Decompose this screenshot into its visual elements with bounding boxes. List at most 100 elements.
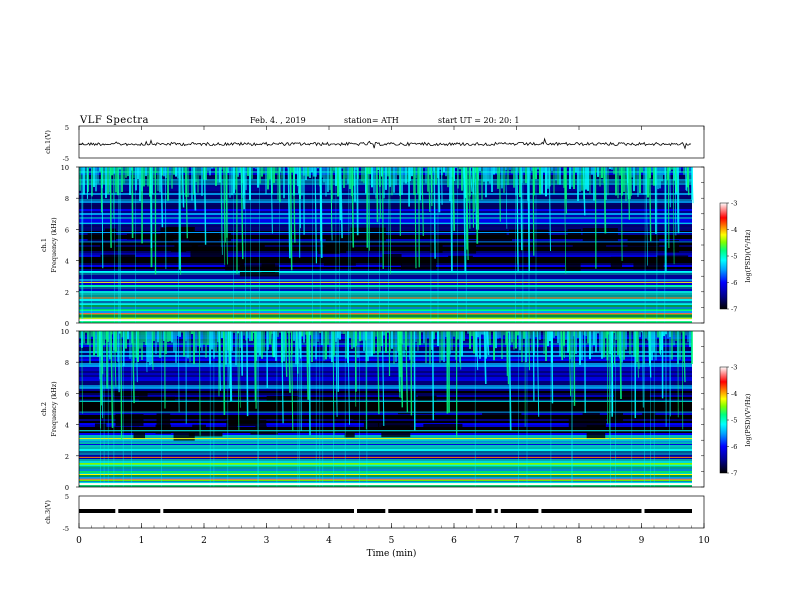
ch1-spec-haze <box>551 167 553 171</box>
ch1-spec-haze <box>99 167 101 172</box>
ch1-spec-sferic <box>685 166 688 192</box>
ch1-spec-sferic <box>649 166 652 242</box>
ch2-spec-haze <box>577 331 579 339</box>
ch2-spec-band <box>79 369 692 371</box>
ch2-spec-haze <box>217 331 219 343</box>
ch1-spec-haze <box>87 167 89 192</box>
ch2-spec-void <box>319 398 338 412</box>
ch2-spec-sferic <box>613 330 616 365</box>
ch2-spec-band <box>79 403 692 405</box>
ch2-spec-haze <box>451 331 453 351</box>
ch1-spec-haze <box>371 167 373 188</box>
ch2-spec-haze <box>623 331 625 360</box>
ch2-spec-haze <box>461 331 463 357</box>
ch2-spec-haze <box>493 331 495 361</box>
ch2-spec-haze <box>485 331 487 359</box>
ch1-spec-haze <box>471 167 473 168</box>
ch1-spec-haze <box>647 167 649 198</box>
ch1-spec-sferic <box>223 166 226 243</box>
ch2-spec-haze <box>179 331 181 337</box>
ch2-spec-haze <box>477 331 479 338</box>
ch2-spec-haze <box>635 331 637 365</box>
ch1-spec-haze <box>159 167 161 193</box>
ch2-spec-void <box>423 423 463 432</box>
ch2-spec-sferic <box>376 330 380 415</box>
ch1-spec-haze <box>317 167 319 169</box>
ch1-spec-haze <box>397 167 399 176</box>
ch1-spec-haze <box>181 167 183 196</box>
ch1-spec-haze <box>671 167 673 170</box>
ch2-spec-haze <box>595 331 597 353</box>
date-label: Feb. 4. , 2019 <box>250 116 306 125</box>
ch2-spec-haze <box>579 331 581 365</box>
ch2-spec-sferic <box>335 330 338 417</box>
ch2-spec-haze <box>149 331 151 366</box>
ch1-spec-void <box>160 227 194 241</box>
ch1-spec-ytick-label: 6 <box>65 226 69 234</box>
ch2-spec-sferic <box>135 330 138 383</box>
ch1-colorbar-tick-label: -7 <box>731 306 737 314</box>
ch1-spec-sferic <box>389 166 392 274</box>
ch1-spec-void <box>87 233 112 241</box>
ch1-spec-band <box>79 189 692 191</box>
ch1-spec-haze <box>487 167 489 182</box>
ch1-spec-haze <box>557 167 559 185</box>
ch1-spec-haze <box>493 167 495 175</box>
ch2-spec-haze <box>341 331 343 334</box>
ch2-spec-haze <box>513 331 515 350</box>
ch2-spec-band <box>79 389 692 391</box>
ch1-spec-haze <box>227 167 229 173</box>
ch1-spec-band <box>79 279 692 281</box>
ch2-spec-haze <box>277 331 279 337</box>
ch1-spec-haze <box>209 167 211 176</box>
ch1-spec-haze <box>519 167 521 197</box>
ch1-spec-band <box>79 243 692 245</box>
ch1-spec-sferic <box>160 166 164 228</box>
ch1-spec-haze <box>187 167 189 198</box>
ch1-spec-haze <box>313 167 315 177</box>
ch2-spec-haze <box>403 331 405 357</box>
ch2-spec-haze <box>625 331 627 350</box>
xtick-label: 9 <box>639 536 645 546</box>
ch1-spec-haze <box>623 167 625 192</box>
ch1-spec-haze <box>475 167 477 173</box>
ch1-spec-band <box>79 283 692 285</box>
ch2-spec-haze <box>383 331 385 336</box>
ch2-spec-sferic <box>400 330 404 408</box>
ch2-spec-haze <box>529 331 531 339</box>
ch1-spec-haze <box>273 167 275 183</box>
ch1-spec-void <box>475 230 507 238</box>
ch1-spec-sferic <box>603 166 607 234</box>
ch2-spec-haze <box>463 331 465 341</box>
ch1-spec-haze <box>689 167 691 183</box>
ch2-spec-haze <box>301 331 303 337</box>
ch1-spec-haze <box>611 167 613 170</box>
ch1-spec-haze <box>145 167 147 177</box>
ch1-spec-void <box>633 260 664 270</box>
ch2-spec-band <box>79 455 692 457</box>
ch1-spec-ytick-label: 8 <box>65 195 69 203</box>
ch1-spec-void <box>225 258 245 271</box>
ch1-spec-haze <box>415 167 417 179</box>
ch1-spec-sferic <box>463 166 467 273</box>
ch2-spec-haze <box>679 331 681 360</box>
ch2-spec-haze <box>519 331 521 351</box>
ch1-voltage-panel: 5 -5 ch.1(V) <box>44 124 705 163</box>
ch2-spec-haze <box>143 331 145 343</box>
ch2-spec-sferic <box>281 330 284 424</box>
ch1-spec-haze <box>419 167 421 201</box>
ch1-spec-haze <box>175 167 177 177</box>
ch2-spec-void <box>110 426 140 431</box>
ch1-spec-haze <box>631 167 633 178</box>
ch2-spec-haze <box>275 331 277 361</box>
ch2-spec-band <box>79 393 692 395</box>
ch2-spec-channel-label: ch.2 <box>40 402 48 416</box>
ch1-spec-haze <box>407 167 409 182</box>
ch1-spec-band <box>79 209 692 211</box>
ch1-spec-sferic <box>667 166 670 249</box>
ch2-spec-haze <box>321 331 323 346</box>
ch2-spec-haze <box>667 331 669 339</box>
ch1-spec-haze <box>389 167 391 187</box>
ch2-spec-haze <box>293 331 295 341</box>
ch1-spec-haze <box>113 167 115 174</box>
